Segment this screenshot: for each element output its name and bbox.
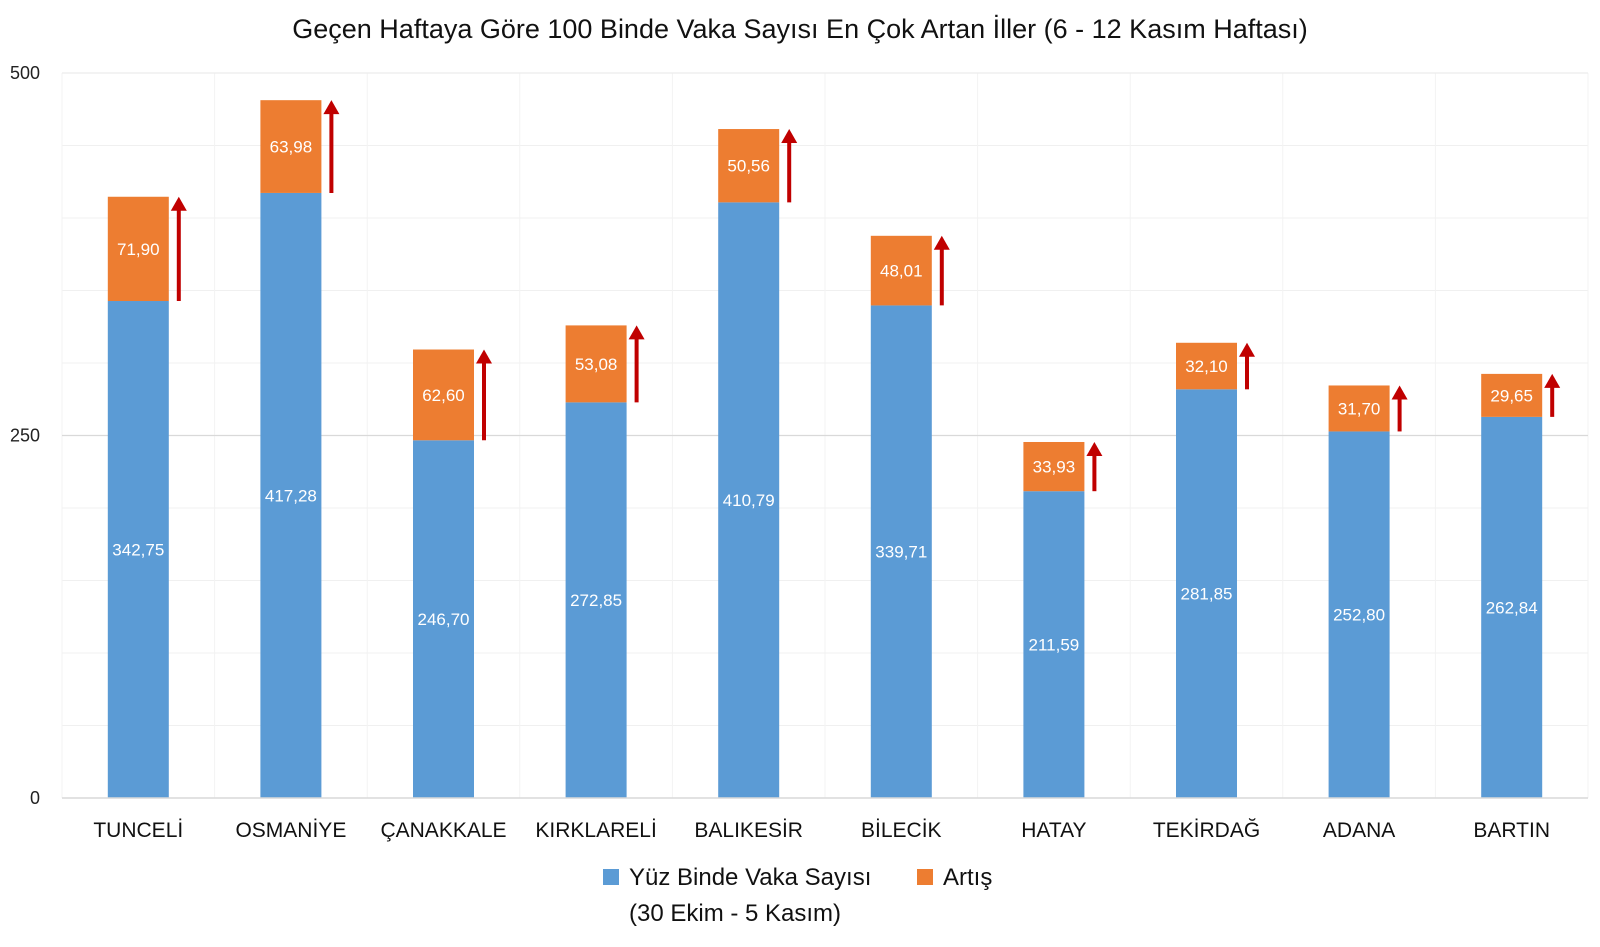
bar-base — [718, 202, 780, 799]
up-arrow-icon — [476, 349, 492, 441]
y-tick-label: 500 — [10, 63, 40, 83]
bar-increase — [1328, 385, 1390, 432]
up-arrow-icon — [933, 235, 950, 306]
arrow-head — [933, 235, 950, 250]
bar-base — [870, 305, 932, 798]
x-category-label: BARTIN — [1473, 819, 1550, 842]
legend-label-base-period: (30 Ekim - 5 Kasım) — [629, 900, 841, 927]
data-label-base: 339,71 — [875, 543, 927, 562]
x-category-label: TUNCELİ — [93, 819, 183, 842]
x-category-label: BALIKESİR — [694, 819, 803, 842]
data-label-increase: 32,10 — [1185, 357, 1228, 376]
data-label-base: 262,84 — [1486, 598, 1538, 617]
arrow-head — [1391, 385, 1408, 400]
bar-base — [260, 192, 322, 799]
data-label-base: 252,80 — [1333, 606, 1385, 625]
arrow-head — [170, 196, 187, 211]
arrow-head — [1544, 373, 1561, 388]
y-tick-label: 250 — [10, 426, 40, 446]
up-arrow-icon — [1086, 441, 1103, 492]
bar-increase — [260, 100, 322, 193]
x-axis-categories: TUNCELİ OSMANİYE ÇANAKKALE KIRKLARELİ BALIKE… — [93, 819, 1550, 842]
legend-swatch-increase — [917, 869, 933, 885]
bar-base — [565, 402, 627, 798]
increase-arrows — [170, 100, 1561, 492]
x-category-label: OSMANİYE — [235, 819, 346, 842]
up-arrow-icon — [628, 325, 645, 403]
data-label-increase: 50,56 — [727, 157, 770, 176]
data-label-base: 342,75 — [112, 541, 164, 560]
up-arrow-icon — [1239, 342, 1255, 390]
up-arrow-icon — [781, 129, 798, 203]
arrow-head — [628, 325, 645, 340]
arrow-head — [781, 129, 798, 144]
bar-increase — [413, 349, 474, 441]
bar-increase — [1481, 373, 1543, 417]
bar-base — [413, 440, 474, 798]
data-label-increase: 33,93 — [1033, 458, 1076, 477]
x-category-label: BİLECİK — [861, 819, 942, 842]
data-label-base: 417,28 — [265, 486, 317, 505]
data-label-base: 272,85 — [570, 591, 622, 610]
bar-increase — [1023, 441, 1085, 492]
data-label-increase: 31,70 — [1338, 399, 1381, 418]
bar-increase — [870, 235, 932, 306]
x-category-label: TEKİRDAĞ — [1153, 819, 1260, 842]
bar-increase — [1176, 342, 1237, 390]
data-label-base: 211,59 — [1029, 636, 1080, 655]
data-label-base: 410,79 — [723, 491, 775, 510]
up-arrow-icon — [1391, 385, 1408, 432]
up-arrow-icon — [170, 196, 187, 302]
legend-swatch-base — [603, 869, 619, 885]
bar-base — [107, 301, 169, 798]
bar-increase — [107, 196, 169, 302]
legend-label-base: Yüz Binde Vaka Sayısı — [629, 864, 871, 891]
data-label-increase: 63,98 — [270, 138, 313, 157]
arrow-head — [476, 349, 492, 364]
x-category-label: ÇANAKKALE — [380, 819, 506, 842]
up-arrow-icon — [1544, 373, 1561, 417]
data-label-increase: 53,08 — [575, 355, 618, 374]
x-category-label: KIRKLARELİ — [535, 819, 656, 842]
bar-base — [1328, 431, 1390, 798]
y-axis-ticks: 0 250 500 — [10, 63, 40, 808]
arrow-head — [1086, 441, 1103, 456]
arrow-head — [1239, 342, 1255, 357]
legend-label-increase: Artış — [943, 864, 992, 891]
data-label-increase: 71,90 — [117, 240, 160, 259]
data-label-base: 246,70 — [418, 610, 470, 629]
bar-base — [1023, 491, 1085, 798]
legend: Yüz Binde Vaka Sayısı (30 Ekim - 5 Kasım… — [603, 864, 992, 927]
bar-base — [1481, 416, 1543, 798]
bar-base — [1176, 389, 1237, 798]
x-category-label: HATAY — [1021, 819, 1086, 842]
bar-increase — [718, 129, 780, 203]
bar-increase — [565, 325, 627, 403]
y-tick-label: 0 — [30, 788, 40, 808]
data-label-increase: 62,60 — [422, 386, 465, 405]
data-label-base: 281,85 — [1181, 585, 1233, 604]
arrow-head — [323, 100, 340, 115]
chart-title: Geçen Haftaya Göre 100 Binde Vaka Sayısı… — [292, 13, 1307, 44]
data-label-increase: 29,65 — [1490, 386, 1533, 405]
bars — [107, 100, 1543, 799]
x-category-label: ADANA — [1323, 819, 1395, 842]
up-arrow-icon — [323, 100, 340, 193]
data-labels: 342,75 71,90 417,28 63,98 246,70 62,60 272,85 5… — [112, 138, 1537, 655]
data-label-increase: 48,01 — [880, 262, 923, 281]
